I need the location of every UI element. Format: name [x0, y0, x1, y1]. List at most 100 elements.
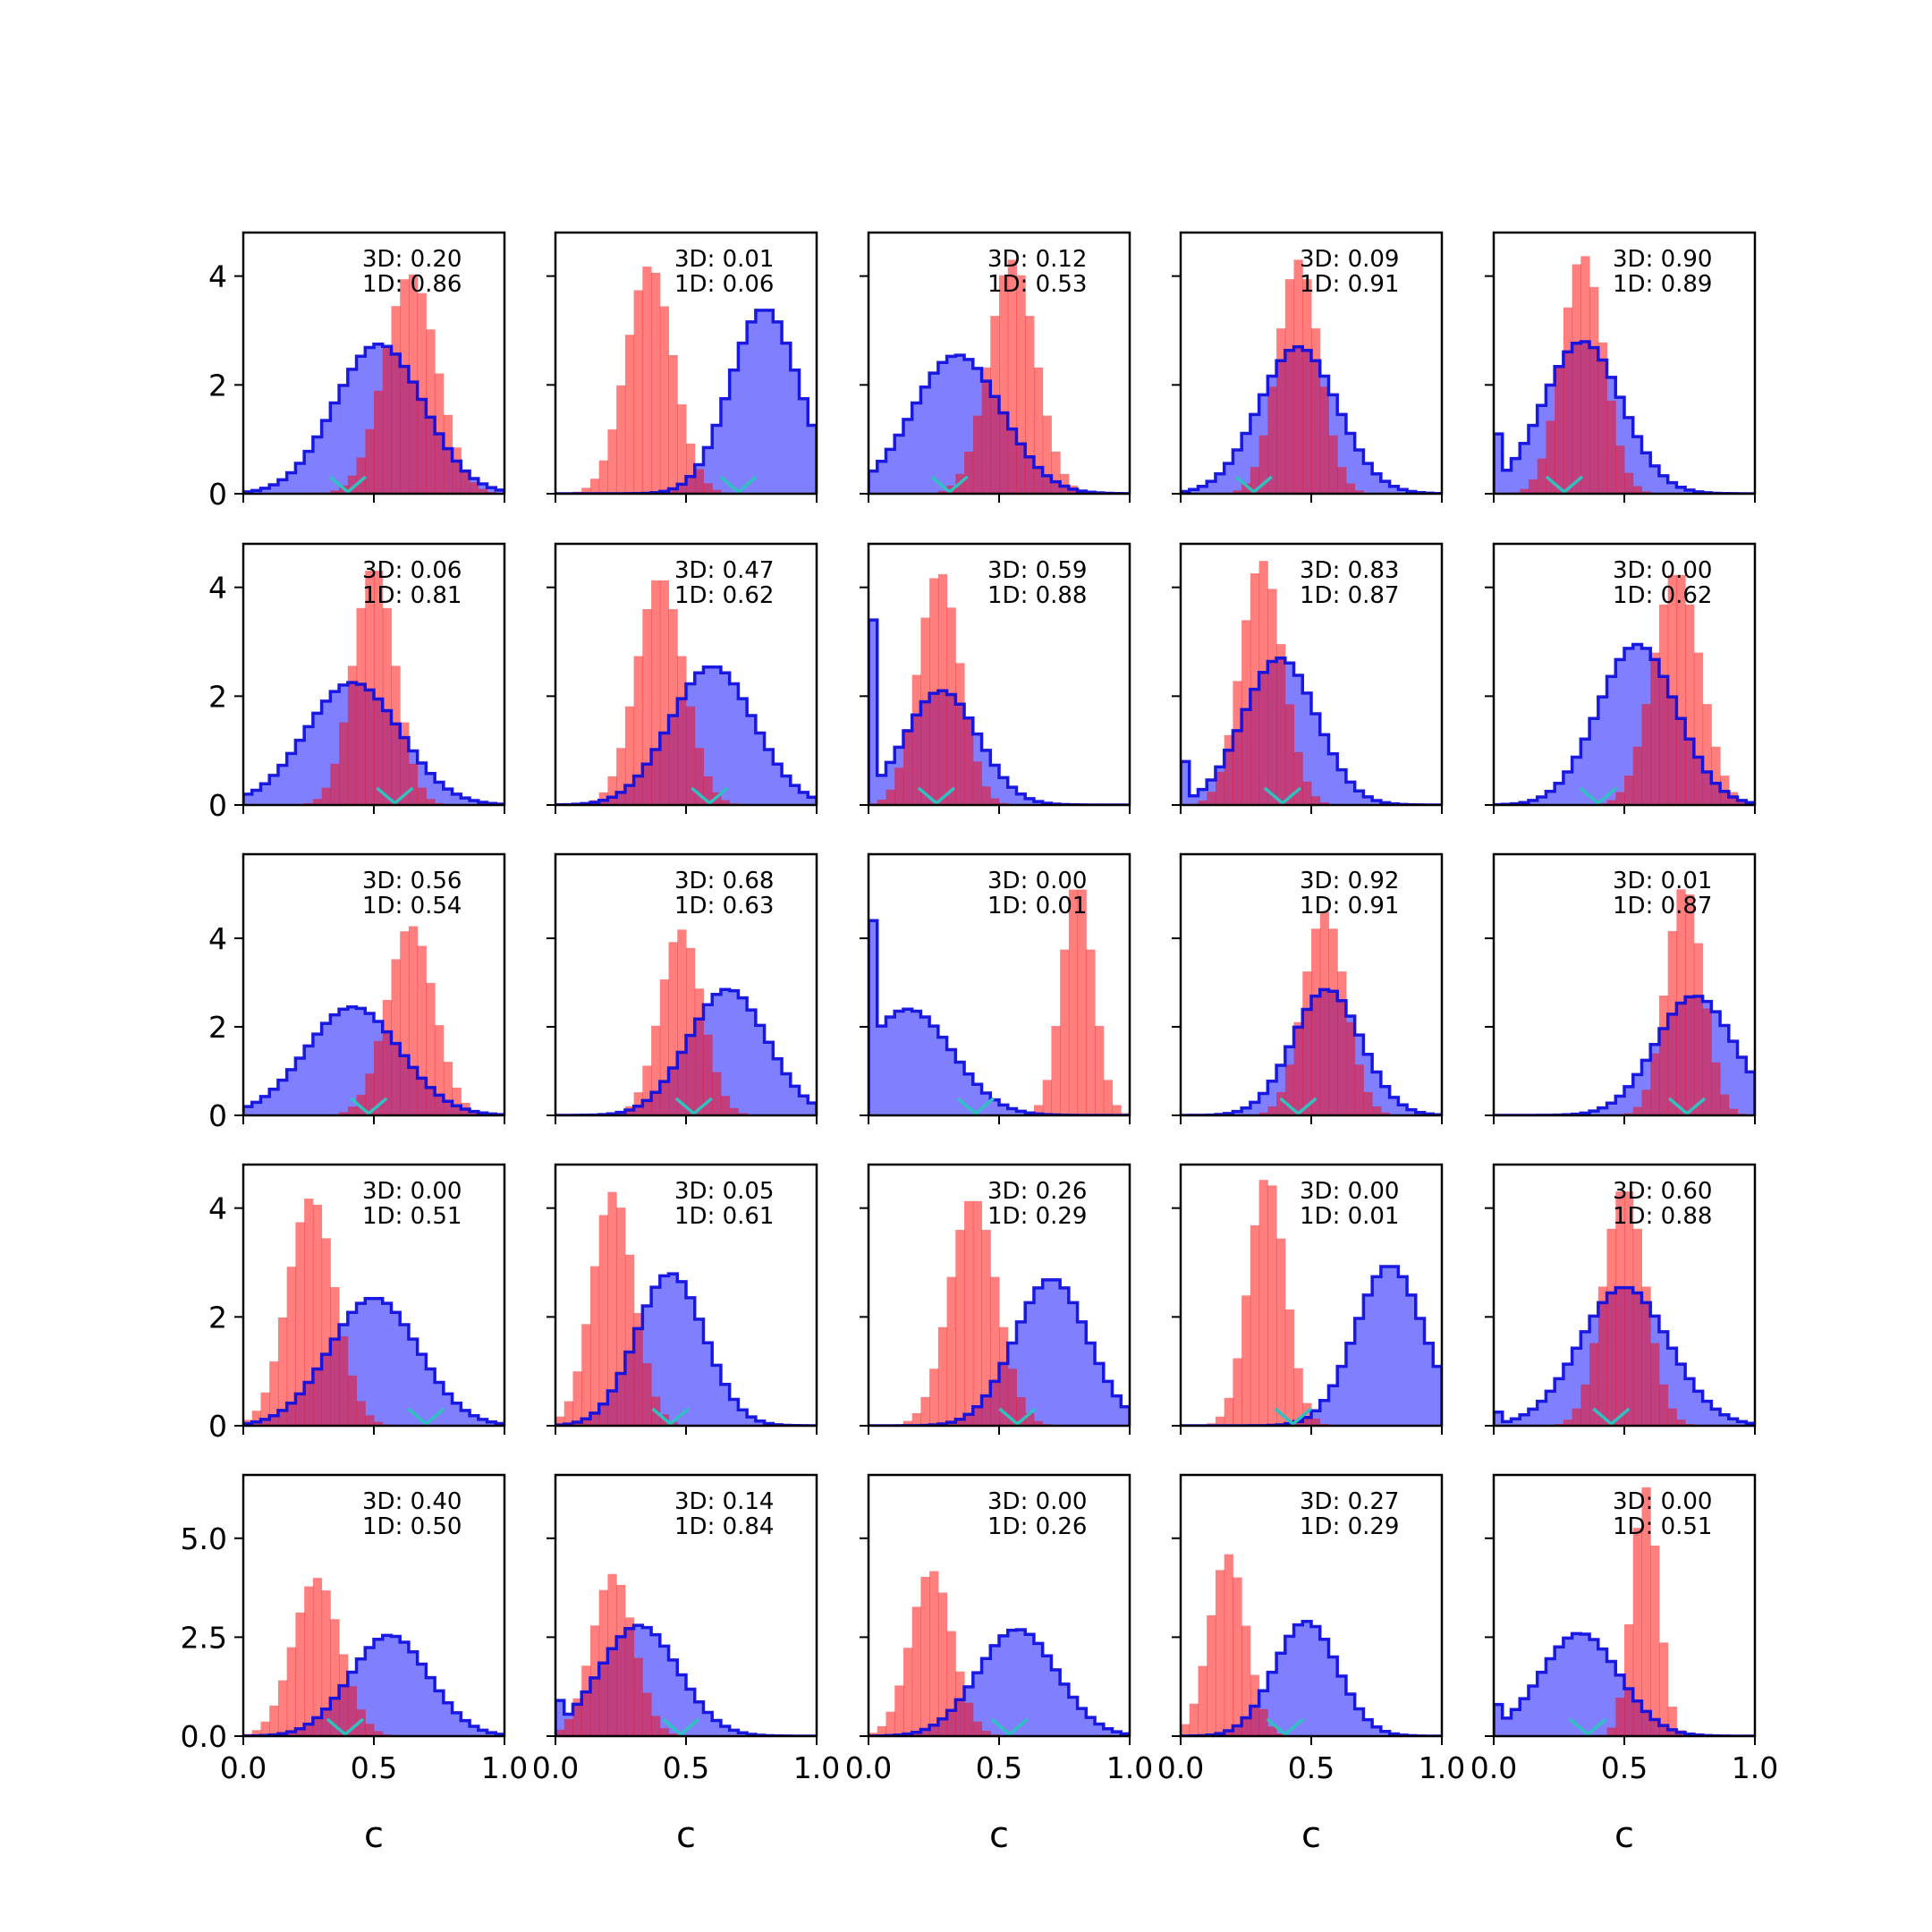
red-bar — [1033, 1420, 1044, 1426]
blue-bar — [1693, 1391, 1704, 1426]
red-bar — [972, 1721, 983, 1736]
annotation-1d: 1D: 0.84 — [674, 1513, 774, 1540]
blue-bar — [435, 1382, 445, 1426]
red-bar — [374, 571, 384, 805]
blue-bar — [260, 784, 270, 805]
blue-bar — [790, 369, 801, 494]
x-tick-label: 0.0 — [845, 1750, 892, 1785]
blue-bar — [1372, 473, 1382, 494]
red-bar — [902, 1420, 913, 1426]
annotation-1d: 1D: 0.53 — [987, 271, 1087, 298]
blue-bar — [1372, 1072, 1382, 1115]
red-bar — [1215, 771, 1225, 805]
red-bar — [1658, 1642, 1669, 1736]
blue-bar — [1615, 1096, 1625, 1115]
blue-bar — [408, 1651, 419, 1736]
red-bar — [1311, 1419, 1321, 1426]
plot-area — [869, 1200, 1130, 1426]
red-bar — [651, 1716, 661, 1736]
blue-bar — [1224, 463, 1233, 494]
blue-bar — [1711, 1409, 1721, 1426]
red-bar — [946, 1276, 956, 1426]
red-bar — [277, 1680, 288, 1736]
blue-bar — [1528, 800, 1538, 805]
blue-bar — [1624, 1086, 1634, 1115]
blue-bar — [260, 487, 270, 494]
annotation-1d: 1D: 0.87 — [1613, 893, 1712, 919]
blue-bar — [1580, 1633, 1590, 1736]
blue-bar — [1068, 1302, 1079, 1426]
blue-bar — [1311, 714, 1321, 805]
blue-bar — [1051, 1669, 1061, 1736]
red-bar — [668, 355, 678, 494]
blue-bar — [773, 764, 783, 805]
blue-bar — [417, 1354, 427, 1426]
red-bar — [1033, 367, 1044, 494]
red-bar — [624, 706, 635, 805]
x-axis-label: c — [1301, 1815, 1321, 1856]
red-bar — [633, 290, 643, 494]
red-bar — [668, 942, 678, 1115]
blue-bar — [651, 1287, 661, 1426]
plot-area — [869, 574, 1130, 805]
red-bar — [1086, 949, 1096, 1115]
red-bar — [1276, 1238, 1286, 1426]
annotation-3d: 3D: 0.00 — [1613, 1488, 1712, 1515]
blue-bar — [799, 792, 809, 805]
blue-bar — [1502, 1717, 1512, 1736]
red-bar — [1060, 949, 1070, 1115]
annotation-3d: 3D: 0.00 — [1613, 557, 1712, 584]
blue-bar — [1051, 1279, 1061, 1426]
red-bar — [668, 609, 678, 805]
red-bar — [999, 275, 1009, 494]
blue-bar — [1555, 783, 1564, 805]
blue-bar — [1380, 1731, 1391, 1736]
red-bar — [1632, 746, 1642, 805]
blue-bar — [1572, 757, 1581, 805]
red-bar — [1276, 1092, 1286, 1115]
blue-bar — [1632, 644, 1642, 805]
x-tick-label: 1.0 — [1732, 1750, 1778, 1785]
red-bar — [694, 748, 704, 805]
red-bar — [1284, 279, 1295, 494]
red-bar — [929, 1571, 939, 1736]
red-bar — [347, 665, 358, 805]
plot-area — [1494, 889, 1755, 1115]
x-tick-label: 0.0 — [1157, 1750, 1204, 1785]
blue-bar — [720, 673, 731, 805]
red-bar — [1215, 1416, 1225, 1426]
annotation-1d: 1D: 0.61 — [674, 1203, 774, 1230]
blue-bar — [1258, 1093, 1268, 1115]
blue-bar — [321, 700, 331, 805]
blue-bar — [1389, 486, 1399, 494]
blue-bar — [1563, 1638, 1573, 1736]
red-bar — [1224, 734, 1233, 805]
red-bar — [1016, 275, 1026, 494]
blue-bar — [955, 355, 965, 494]
blue-bar — [1398, 1276, 1408, 1426]
red-bar — [356, 607, 366, 805]
red-bar — [1033, 1105, 1044, 1115]
red-bar — [1293, 1021, 1303, 1115]
blue-bar — [1337, 769, 1347, 805]
blue-bar — [686, 1689, 696, 1736]
blue-bar — [1632, 436, 1642, 494]
blue-bar — [712, 425, 722, 494]
red-bar — [607, 1191, 617, 1426]
marker-chevron — [1568, 1717, 1607, 1736]
red-bar — [408, 763, 419, 805]
red-bar — [321, 787, 331, 805]
red-bar — [295, 1222, 305, 1426]
annotation-1d: 1D: 0.91 — [1300, 893, 1399, 919]
red-bar — [1284, 704, 1295, 805]
red-bar — [277, 1317, 288, 1426]
blue-bar — [1319, 734, 1329, 805]
blue-bar — [999, 1105, 1009, 1115]
blue-bar — [1354, 791, 1364, 805]
